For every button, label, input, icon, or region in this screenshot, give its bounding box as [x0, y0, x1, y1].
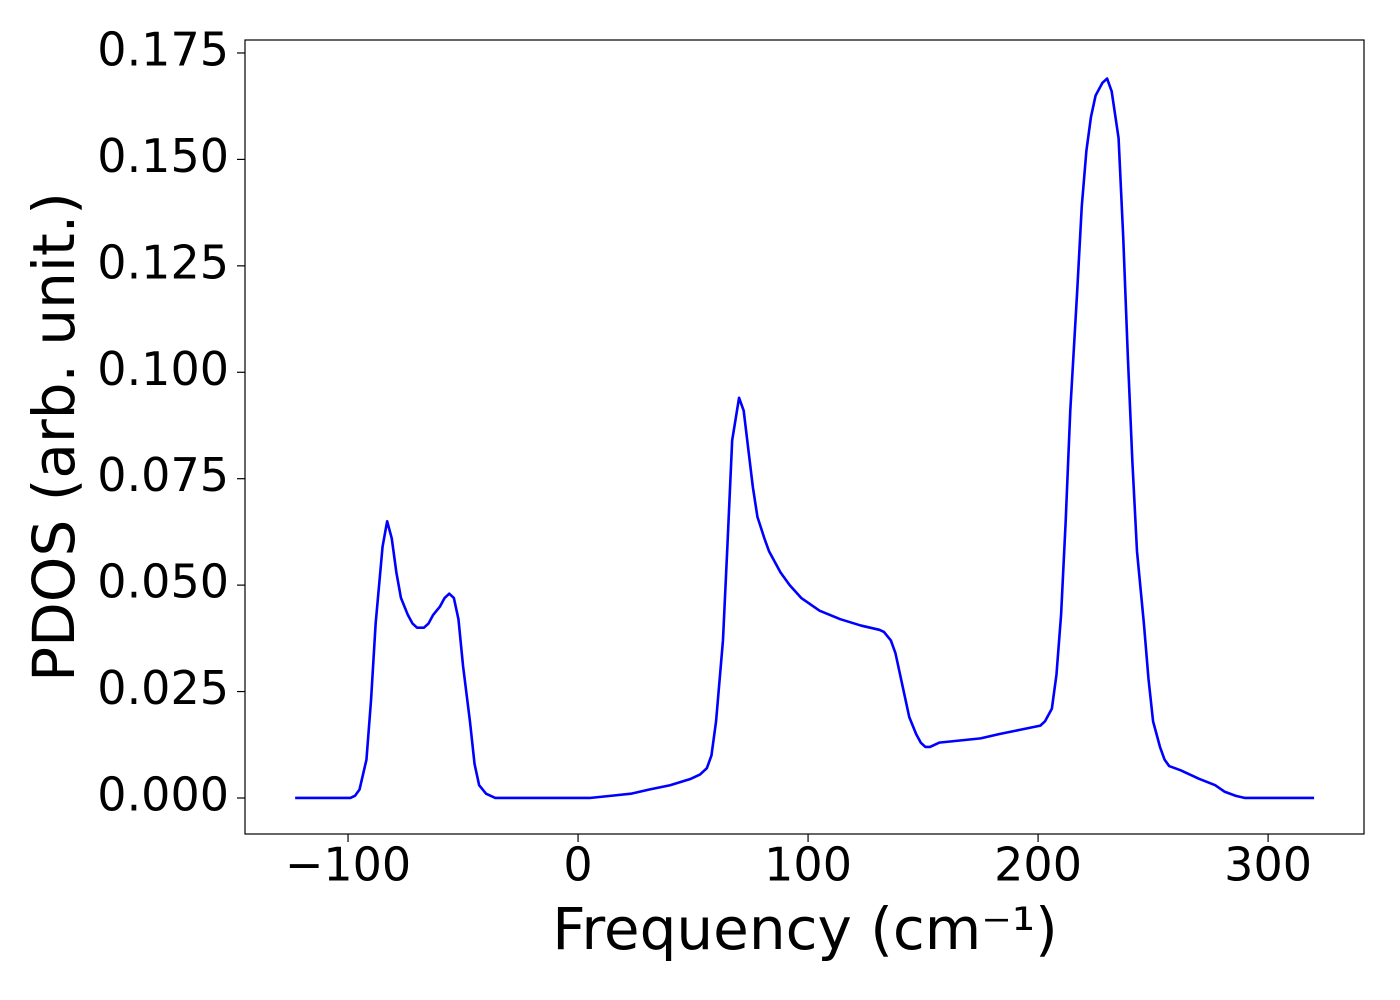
y-tick-label: 0.100: [97, 342, 229, 396]
y-tick-label: 0.075: [97, 448, 229, 502]
x-tick-label: 300: [1224, 838, 1312, 892]
x-axis-label: Frequency (cm⁻¹): [552, 895, 1058, 963]
y-tick-label: 0.000: [97, 767, 229, 821]
pdos-line: [295, 77, 1315, 800]
x-tick-label: 200: [994, 838, 1082, 892]
y-tick-label: 0.125: [97, 235, 229, 289]
y-axis-label: PDOS (arb. unit.): [20, 192, 88, 682]
y-tick-label: 0.025: [97, 661, 229, 715]
x-tick-label: 100: [764, 838, 852, 892]
y-tick-label: 0.050: [97, 555, 229, 609]
y-tick-label: 0.175: [97, 22, 229, 76]
x-tick-label: 0: [563, 838, 592, 892]
y-tick-label: 0.150: [97, 129, 229, 183]
plot-frame: [244, 39, 1365, 835]
x-tick-label: −100: [285, 838, 411, 892]
